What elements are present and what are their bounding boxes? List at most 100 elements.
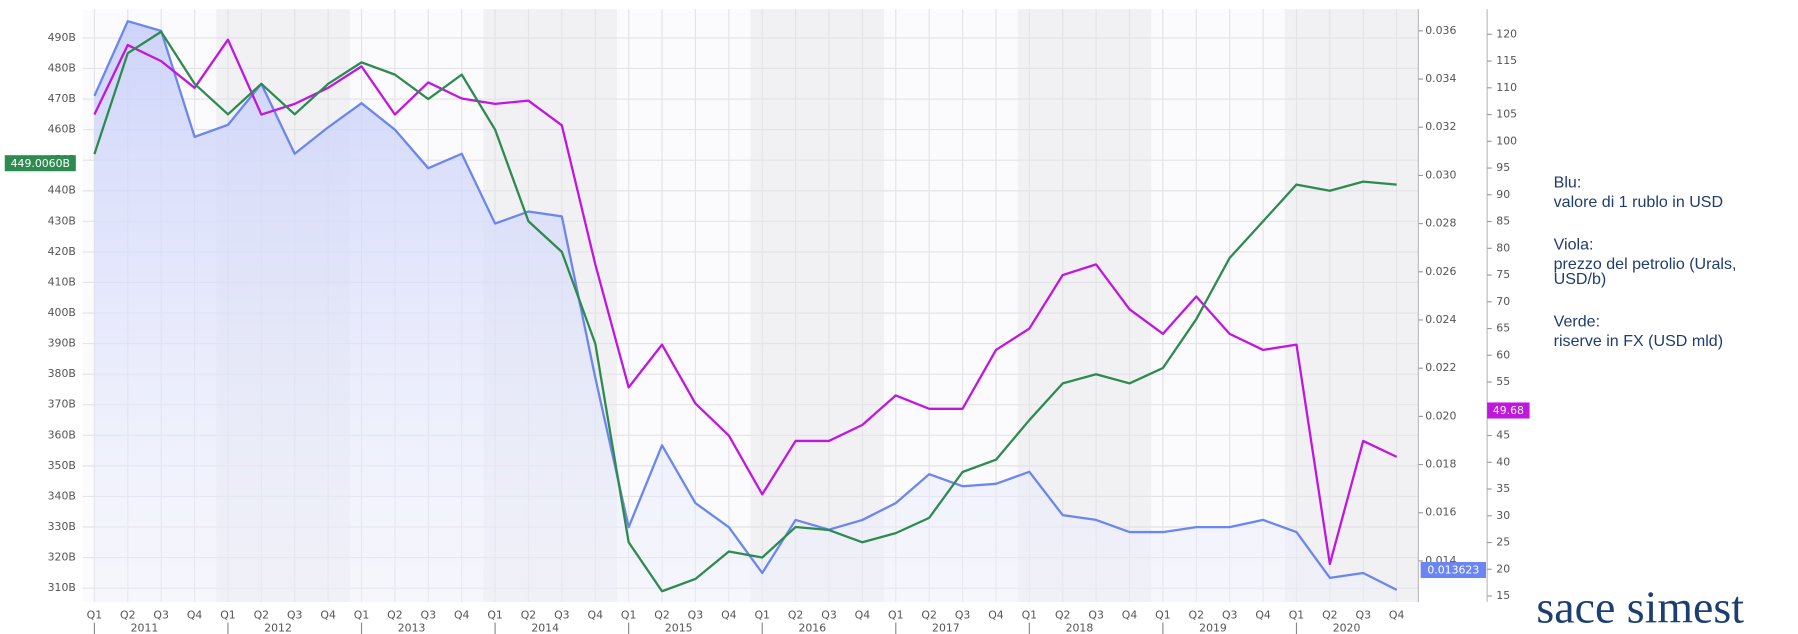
y2-tick-label: 0.032 <box>1425 120 1456 133</box>
x-tick-label: Q3 <box>287 609 303 622</box>
y-tick-label: 440B <box>48 184 76 197</box>
year-band <box>750 9 885 602</box>
y2-tick-label: 0.036 <box>1425 24 1456 37</box>
x-tick-label: Q1 <box>220 609 235 622</box>
year-band <box>1284 9 1419 602</box>
y3-tick-label: 35 <box>1496 482 1510 495</box>
x-tick-label: Q3 <box>1088 609 1104 622</box>
y3-tick-label: 75 <box>1496 268 1510 281</box>
y2-tick-label: 0.024 <box>1425 313 1456 326</box>
line <box>93 20 1398 591</box>
x-tick-label: Q2 <box>654 609 669 622</box>
y-tick-label: 310B <box>48 581 76 594</box>
x-tick-label: Q1 <box>87 609 102 622</box>
x-tick-label: Q2 <box>254 609 269 622</box>
y2-tick-label: 0.030 <box>1425 168 1456 181</box>
y3-tick-label: 55 <box>1496 375 1510 388</box>
x-tick-label: Q2 <box>1322 609 1337 622</box>
annotation-title: Verde: <box>1554 312 1600 330</box>
x-tick-label: Q4 <box>1122 609 1138 622</box>
y-tick-label: 400B <box>48 306 76 319</box>
y3-tick-label: 90 <box>1496 188 1510 201</box>
y-tick-label: 370B <box>48 398 76 411</box>
y2-tick-label: 0.018 <box>1425 458 1456 471</box>
x-tick-label: Q4 <box>320 609 336 622</box>
y3-tick-label: 115 <box>1496 54 1517 67</box>
annotation-title: Viola: <box>1554 236 1594 254</box>
x-tick-label: Q2 <box>521 609 536 622</box>
annotation-text: USD/b) <box>1554 270 1607 288</box>
annotation-text: prezzo del petrolio (Urals, <box>1554 255 1737 273</box>
y-tick-label: 480B <box>48 61 76 74</box>
y3-tick-label: 70 <box>1496 295 1510 308</box>
x-tick-label: Q4 <box>721 609 737 622</box>
y-tick-label: 420B <box>48 245 76 258</box>
year-label: 2019 <box>1199 621 1227 634</box>
y3-tick-label: 45 <box>1496 429 1510 442</box>
value-badge <box>1420 561 1486 579</box>
y-tick-label: 340B <box>48 489 76 502</box>
x-tick-label: Q2 <box>921 609 936 622</box>
year-label: 2011 <box>131 621 159 634</box>
line <box>93 30 1397 593</box>
year-label: 2012 <box>264 621 292 634</box>
x-tick-label: Q4 <box>454 609 470 622</box>
annotation-title: Blu: <box>1554 174 1582 192</box>
y-tick-label: 380B <box>48 367 76 380</box>
x-tick-label: Q4 <box>1255 609 1271 622</box>
x-tick-label: Q4 <box>855 609 871 622</box>
x-tick-label: Q3 <box>688 609 704 622</box>
y-tick-label: 490B <box>48 31 76 44</box>
y-tick-label: 460B <box>48 123 76 136</box>
y2-tick-label: 0.034 <box>1425 72 1456 85</box>
y3-tick-label: 110 <box>1496 81 1517 94</box>
year-label: 2020 <box>1333 621 1361 634</box>
y3-tick-label: 120 <box>1496 27 1517 40</box>
x-tick-label: Q1 <box>1289 609 1304 622</box>
x-tick-label: Q3 <box>421 609 437 622</box>
y3-tick-label: 20 <box>1496 562 1510 575</box>
year-label: 2015 <box>665 621 693 634</box>
y-tick-label: 390B <box>48 337 76 350</box>
value-badge <box>1487 402 1530 419</box>
x-tick-label: Q4 <box>988 609 1004 622</box>
x-tick-label: Q2 <box>788 609 803 622</box>
y2-tick-label: 0.016 <box>1425 506 1456 519</box>
y2-tick-label: 0.028 <box>1425 217 1456 230</box>
y3-tick-label: 65 <box>1496 322 1510 335</box>
y2-tick-label: 0.020 <box>1425 409 1456 422</box>
x-tick-label: Q1 <box>754 609 769 622</box>
x-tick-label: Q1 <box>487 609 502 622</box>
y3-tick-label: 30 <box>1496 509 1510 522</box>
x-tick-label: Q2 <box>120 609 135 622</box>
x-tick-label: Q3 <box>1222 609 1238 622</box>
y3-tick-label: 80 <box>1496 241 1510 254</box>
y3-tick-label: 25 <box>1496 536 1510 549</box>
annotation-text: riserve in FX (USD mld) <box>1554 332 1723 350</box>
y2-tick-label: 0.026 <box>1425 265 1456 278</box>
x-tick-label: Q1 <box>621 609 636 622</box>
y-tick-label: 410B <box>48 275 76 288</box>
year-label: 2017 <box>932 621 960 634</box>
logo: sace simest <box>1536 582 1744 633</box>
x-tick-label: Q2 <box>387 609 402 622</box>
y-tick-label: 320B <box>48 551 76 564</box>
y3-tick-label: 85 <box>1496 215 1510 228</box>
x-tick-label: Q1 <box>1022 609 1037 622</box>
x-tick-label: Q1 <box>888 609 903 622</box>
y3-tick-label: 105 <box>1496 108 1517 121</box>
area <box>94 21 1397 602</box>
y-tick-label: 470B <box>48 92 76 105</box>
year-label: 2016 <box>798 621 826 634</box>
x-tick-label: Q3 <box>955 609 971 622</box>
line <box>93 38 1398 566</box>
x-tick-label: Q2 <box>1055 609 1070 622</box>
y3-tick-label: 15 <box>1496 589 1510 602</box>
value-badge-label: 0.013623 <box>1427 564 1479 577</box>
annotation-text: valore di 1 rublo in USD <box>1554 193 1723 211</box>
x-tick-label: Q4 <box>187 609 203 622</box>
value-badge-label: 49.68 <box>1493 404 1524 417</box>
year-label: 2014 <box>531 621 559 634</box>
